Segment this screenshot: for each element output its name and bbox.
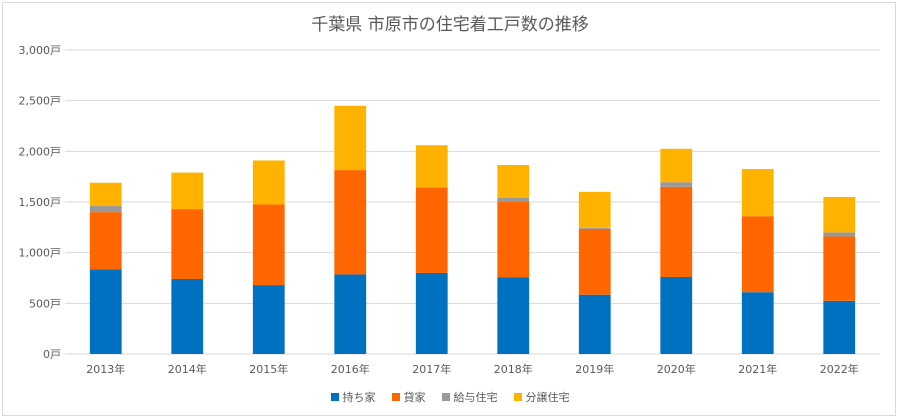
bar-segment <box>578 294 611 354</box>
bar-segment <box>89 269 122 354</box>
x-tick-label: 2013年 <box>86 362 125 376</box>
legend-swatch <box>441 393 450 401</box>
bar-segment <box>741 216 774 293</box>
x-tick-label: 2015年 <box>249 362 288 376</box>
bar-segment <box>334 105 367 171</box>
bar-segment <box>741 292 774 354</box>
bar-segment <box>171 172 204 210</box>
y-tick-label: 1,000戸 <box>19 247 62 260</box>
legend-swatch <box>513 393 522 401</box>
bar-segment <box>578 227 611 229</box>
bar-segment <box>252 204 285 286</box>
chart-title: 千葉県 市原市の住宅着工戸数の推移 <box>311 15 589 35</box>
y-tick-label: 2,000戸 <box>19 145 62 158</box>
x-tick-label: 2021年 <box>738 362 777 376</box>
legend-item: 貸家 <box>391 389 426 405</box>
y-axis-ticks: 0戸 500戸 1,000戸 1,500戸 2,000戸 2,500戸 3,000戸 <box>19 44 62 361</box>
bar-segment <box>171 279 204 354</box>
x-tick-label: 2018年 <box>494 362 533 376</box>
bar-segment <box>89 182 122 207</box>
bar-segment <box>497 277 530 354</box>
x-axis-ticks: 2013年 2014年 2015年 2016年 2017年 2018年 2019年 2020年… <box>86 362 859 376</box>
bar-segment <box>823 236 856 301</box>
x-tick-label: 2022年 <box>820 362 859 376</box>
bar-segment <box>171 209 204 280</box>
bar-segment <box>497 197 530 202</box>
bar-segment <box>660 276 693 354</box>
legend-item: 給与住宅 <box>441 389 498 405</box>
bar-segment <box>334 274 367 354</box>
y-tick-label: 1,500戸 <box>19 196 62 209</box>
legend-item: 分譲住宅 <box>513 389 570 405</box>
y-tick-label: 3,000戸 <box>19 44 62 57</box>
y-tick-label: 0戸 <box>43 348 61 361</box>
bar-segment <box>89 206 122 213</box>
bar-segment <box>415 187 448 273</box>
x-tick-label: 2019年 <box>575 362 614 376</box>
y-tick-label: 2,500戸 <box>19 95 62 108</box>
bar-segment <box>415 272 448 354</box>
x-tick-label: 2020年 <box>657 362 696 376</box>
bar-segment <box>660 148 693 183</box>
bar-segment <box>334 170 367 275</box>
bar-segment <box>823 232 856 237</box>
legend: 持ち家 貸家 給与住宅 分譲住宅 <box>0 389 900 405</box>
bar-segment <box>578 191 611 228</box>
x-tick-label: 2016年 <box>331 362 370 376</box>
legend-item: 持ち家 <box>330 389 376 405</box>
bar-segment <box>823 196 856 233</box>
legend-label: 分譲住宅 <box>525 391 570 404</box>
legend-label: 給与住宅 <box>453 391 498 404</box>
bars <box>89 105 856 354</box>
x-tick-label: 2017年 <box>412 362 451 376</box>
bar-segment <box>252 160 285 205</box>
bar-segment <box>497 165 530 198</box>
legend-label: 貸家 <box>403 391 426 404</box>
bar-segment <box>660 182 693 187</box>
legend-swatch <box>391 393 400 401</box>
bar-segment <box>741 169 774 217</box>
y-tick-label: 500戸 <box>29 297 61 310</box>
legend-swatch <box>330 393 339 401</box>
x-tick-label: 2014年 <box>168 362 207 376</box>
bar-segment <box>497 202 530 278</box>
bar-segment <box>578 228 611 295</box>
bar-segment <box>415 145 448 188</box>
bar-segment <box>89 212 122 270</box>
bar-segment <box>252 285 285 354</box>
bar-segment <box>660 186 693 277</box>
legend-label: 持ち家 <box>342 391 376 404</box>
bar-segment <box>823 300 856 354</box>
